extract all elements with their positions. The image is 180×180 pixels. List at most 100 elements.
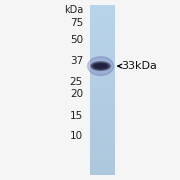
Bar bbox=[90, 40, 115, 41]
Bar bbox=[90, 98, 115, 99]
Bar bbox=[90, 135, 115, 136]
Bar bbox=[90, 174, 115, 175]
Bar bbox=[90, 68, 115, 69]
Bar bbox=[90, 149, 115, 150]
Ellipse shape bbox=[91, 62, 110, 70]
Bar bbox=[90, 69, 115, 70]
Bar bbox=[90, 107, 115, 108]
Bar bbox=[90, 154, 115, 155]
Bar bbox=[90, 147, 115, 148]
Bar bbox=[90, 90, 115, 91]
Bar bbox=[90, 20, 115, 21]
Bar bbox=[90, 126, 115, 127]
Bar bbox=[90, 49, 115, 50]
Bar bbox=[90, 48, 115, 49]
Bar bbox=[90, 133, 115, 134]
Bar bbox=[90, 112, 115, 113]
Bar bbox=[90, 144, 115, 145]
Bar bbox=[90, 146, 115, 147]
Bar bbox=[90, 124, 115, 125]
Bar bbox=[90, 15, 115, 16]
Bar bbox=[90, 15, 115, 16]
Bar bbox=[90, 166, 115, 167]
Bar bbox=[90, 8, 115, 9]
Bar bbox=[90, 38, 115, 39]
Bar bbox=[90, 86, 115, 87]
Bar bbox=[90, 63, 115, 64]
Text: 15: 15 bbox=[70, 111, 83, 121]
Bar bbox=[90, 114, 115, 115]
Bar bbox=[90, 64, 115, 65]
Bar bbox=[90, 82, 115, 83]
Bar bbox=[90, 157, 115, 158]
Bar bbox=[90, 112, 115, 113]
Bar bbox=[90, 145, 115, 146]
Bar bbox=[90, 86, 115, 87]
Bar bbox=[90, 62, 115, 63]
Bar bbox=[90, 169, 115, 170]
Bar bbox=[90, 171, 115, 172]
Bar bbox=[90, 83, 115, 84]
Bar bbox=[90, 107, 115, 108]
Bar bbox=[90, 136, 115, 137]
Bar bbox=[90, 106, 115, 107]
Bar bbox=[90, 9, 115, 10]
Bar bbox=[90, 92, 115, 93]
Bar bbox=[90, 59, 115, 60]
Bar bbox=[90, 72, 115, 73]
Bar bbox=[90, 56, 115, 57]
Bar bbox=[90, 143, 115, 144]
Bar bbox=[90, 7, 115, 8]
Bar bbox=[90, 28, 115, 29]
Bar bbox=[90, 122, 115, 123]
Bar bbox=[90, 149, 115, 150]
Bar bbox=[90, 160, 115, 161]
Bar bbox=[90, 9, 115, 10]
Ellipse shape bbox=[88, 57, 114, 75]
Bar bbox=[90, 44, 115, 45]
Bar bbox=[90, 61, 115, 62]
Bar bbox=[90, 52, 115, 53]
Bar bbox=[90, 11, 115, 12]
Bar bbox=[90, 103, 115, 104]
Bar bbox=[90, 75, 115, 76]
Bar bbox=[90, 101, 115, 102]
Bar bbox=[90, 159, 115, 160]
Bar bbox=[90, 141, 115, 142]
Bar bbox=[90, 119, 115, 120]
Bar bbox=[90, 121, 115, 122]
Bar bbox=[90, 156, 115, 157]
Bar bbox=[90, 13, 115, 14]
Bar bbox=[90, 60, 115, 61]
Bar bbox=[90, 80, 115, 81]
Bar bbox=[90, 58, 115, 59]
Bar bbox=[90, 153, 115, 154]
Bar bbox=[90, 103, 115, 104]
Bar bbox=[90, 30, 115, 31]
Bar bbox=[90, 22, 115, 23]
Bar bbox=[90, 172, 115, 173]
Bar bbox=[90, 57, 115, 58]
Text: 75: 75 bbox=[70, 18, 83, 28]
Bar bbox=[90, 29, 115, 30]
Bar bbox=[90, 137, 115, 138]
Bar bbox=[90, 93, 115, 94]
Bar bbox=[90, 113, 115, 114]
Bar bbox=[90, 31, 115, 32]
Bar bbox=[90, 6, 115, 7]
Bar bbox=[90, 134, 115, 135]
Bar bbox=[90, 124, 115, 125]
Bar bbox=[90, 47, 115, 48]
Bar bbox=[90, 131, 115, 132]
Bar bbox=[90, 5, 115, 6]
Text: kDa: kDa bbox=[64, 5, 83, 15]
Bar bbox=[90, 27, 115, 28]
Bar bbox=[90, 16, 115, 17]
Text: 20: 20 bbox=[70, 89, 83, 99]
Bar bbox=[90, 152, 115, 153]
Bar bbox=[90, 40, 115, 41]
Bar bbox=[90, 39, 115, 40]
Bar bbox=[90, 158, 115, 159]
Bar bbox=[90, 25, 115, 26]
Bar bbox=[90, 115, 115, 116]
